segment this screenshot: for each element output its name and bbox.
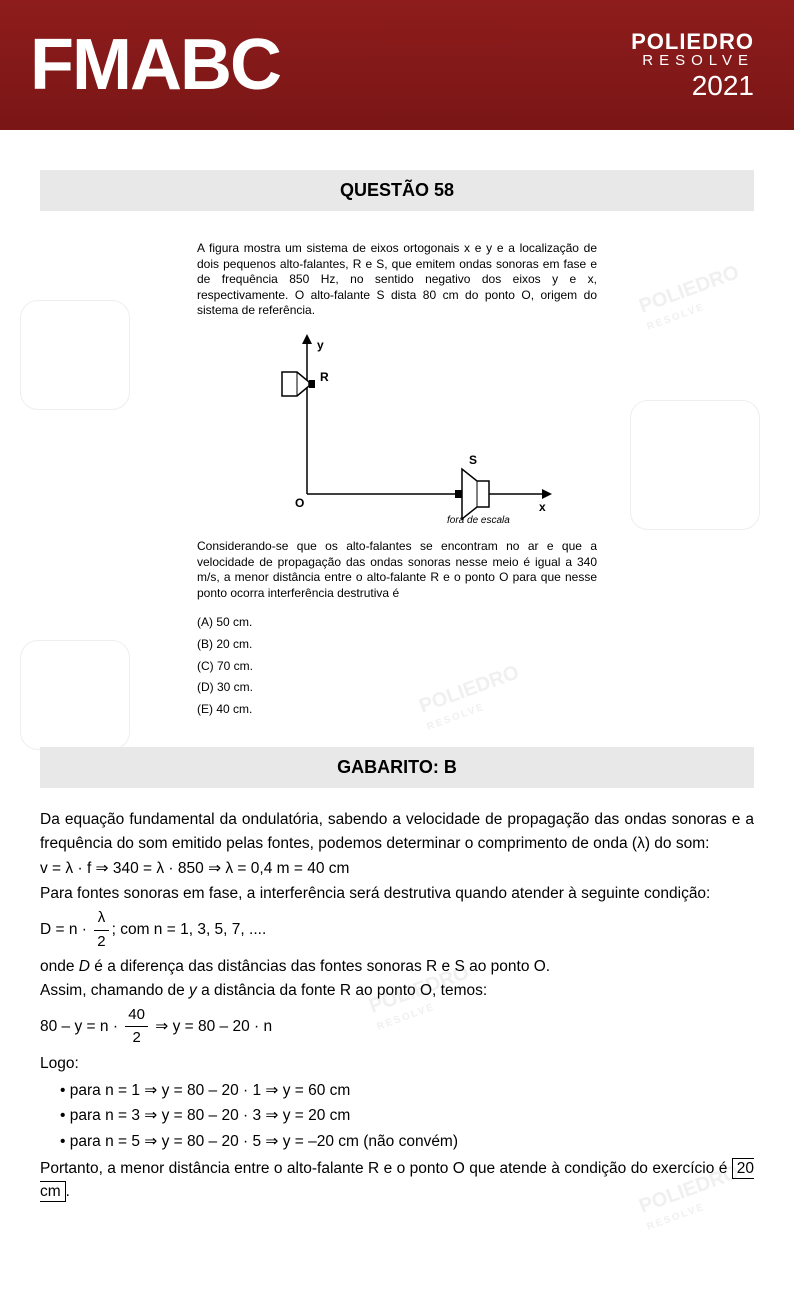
question-title: QUESTÃO 58 — [340, 180, 454, 200]
brand-line2: RESOLVE — [631, 53, 754, 68]
svg-text:x: x — [539, 500, 546, 514]
cases-list: para n = 1 ⇒ y = 80 – 20 · 1 ⇒ y = 60 cm… — [40, 1079, 754, 1153]
brand-line1: POLIEDRO — [631, 31, 754, 53]
question-text2: Considerando-se que os alto-falantes se … — [197, 539, 597, 601]
eq3-den: 2 — [125, 1027, 148, 1050]
case-3: para n = 5 ⇒ y = 80 – 20 · 5 ⇒ y = –20 c… — [60, 1130, 754, 1153]
svg-text:O: O — [295, 496, 304, 510]
sol-p4: Assim, chamando de y a distância da font… — [40, 979, 754, 1002]
svg-text:R: R — [320, 370, 329, 384]
sol-eq3: 80 – y = n · 402 ⇒ y = 80 – 20 · n — [40, 1004, 754, 1050]
question-diagram: y R S O x fora de escala — [217, 329, 577, 529]
svg-text:y: y — [317, 338, 324, 352]
p5a: Portanto, a menor distância entre o alto… — [40, 1160, 732, 1177]
p5b: . — [66, 1183, 70, 1200]
option-a: (A) 50 cm. — [197, 615, 597, 631]
p4-y: y — [189, 982, 197, 999]
eq2-num: λ — [94, 907, 108, 931]
sol-p2: Para fontes sonoras em fase, a interferê… — [40, 882, 754, 905]
option-e: (E) 40 cm. — [197, 702, 597, 718]
diagram-caption: fora de escala — [447, 514, 510, 527]
p3a: onde — [40, 958, 79, 975]
sol-p1: Da equação fundamental da ondulatória, s… — [40, 808, 754, 855]
eq3-num: 40 — [125, 1004, 148, 1028]
options-list: (A) 50 cm. (B) 20 cm. (C) 70 cm. (D) 30 … — [197, 615, 597, 717]
sol-eq2: D = n · λ2; com n = 1, 3, 5, 7, .... — [40, 907, 754, 953]
brand-poliedro: POLIEDRO RESOLVE 2021 — [631, 31, 754, 100]
eq3-pre: 80 – y = n · — [40, 1018, 122, 1035]
svg-text:S: S — [469, 453, 477, 467]
gabarito-title: GABARITO: B — [337, 757, 457, 777]
eq2-pre: D = n · — [40, 921, 91, 938]
page-header: FMABC POLIEDRO RESOLVE 2021 — [0, 0, 794, 130]
option-d: (D) 30 cm. — [197, 680, 597, 696]
eq2-den: 2 — [94, 931, 108, 954]
case-1: para n = 1 ⇒ y = 80 – 20 · 1 ⇒ y = 60 cm — [60, 1079, 754, 1102]
eq2-post: ; com n = 1, 3, 5, 7, .... — [112, 921, 267, 938]
sol-logo: Logo: — [40, 1052, 754, 1075]
sol-p3: onde D é a diferença das distâncias das … — [40, 955, 754, 978]
p3b: é a diferença das distâncias das fontes … — [90, 958, 550, 975]
sol-p5: Portanto, a menor distância entre o alto… — [40, 1157, 754, 1204]
p4b: a distância da fonte R ao ponto O, temos… — [197, 982, 487, 999]
case-2: para n = 3 ⇒ y = 80 – 20 · 3 ⇒ y = 20 cm — [60, 1104, 754, 1127]
question-title-band: QUESTÃO 58 — [40, 170, 754, 211]
p4a: Assim, chamando de — [40, 982, 189, 999]
question-text1: A figura mostra um sistema de eixos orto… — [197, 241, 597, 319]
brand-year: 2021 — [631, 72, 754, 100]
eq3-post: ⇒ y = 80 – 20 · n — [151, 1018, 272, 1035]
p3-D: D — [79, 958, 90, 975]
solution-body: Da equação fundamental da ondulatória, s… — [40, 808, 754, 1203]
eq2-frac: λ2 — [94, 907, 108, 953]
option-c: (C) 70 cm. — [197, 659, 597, 675]
sol-eq1: v = λ · f ⇒ 340 = λ · 850 ⇒ λ = 0,4 m = … — [40, 857, 754, 880]
question-body: A figura mostra um sistema de eixos orto… — [197, 241, 597, 717]
option-b: (B) 20 cm. — [197, 637, 597, 653]
eq3-frac: 402 — [125, 1004, 148, 1050]
gabarito-band: GABARITO: B — [40, 747, 754, 788]
logo-fmabc: FMABC — [30, 24, 280, 106]
